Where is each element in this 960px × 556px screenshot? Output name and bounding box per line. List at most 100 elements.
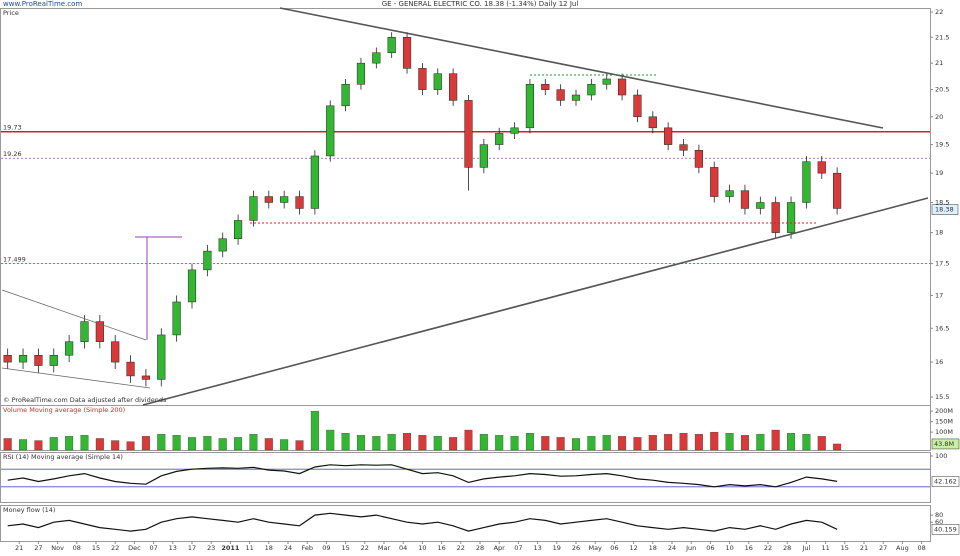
- volume-title: Volume Moving average (Simple 200): [3, 406, 125, 414]
- x-tick-label: 10: [725, 544, 733, 552]
- candle-body: [756, 202, 765, 209]
- volume-bar: [34, 440, 43, 451]
- volume-bar: [495, 435, 504, 451]
- volume-bar: [188, 437, 196, 451]
- x-tick-label: 15: [341, 544, 349, 552]
- volume-bar: [387, 434, 396, 451]
- y-tick-label: 100: [935, 452, 947, 460]
- site-label: www.ProRealTime.com: [3, 0, 82, 8]
- volume-bar: [280, 439, 289, 451]
- candle-body: [694, 150, 703, 168]
- y-tick-label: 16: [935, 358, 943, 366]
- candle-body: [587, 84, 596, 96]
- x-tick-label: Aug: [896, 544, 909, 552]
- x-tick-label: 06: [706, 544, 714, 552]
- mfi-title: Money flow (14): [3, 506, 55, 514]
- volume-bar: [49, 437, 58, 451]
- candle-body: [264, 196, 273, 203]
- y-tick-label: 19.5: [935, 141, 949, 149]
- volume-bar: [664, 434, 673, 451]
- rsi-line: [7, 464, 838, 488]
- x-tick-label: 07: [514, 544, 522, 552]
- y-tick-label: 17: [935, 291, 943, 299]
- volume-bar: [157, 434, 166, 451]
- volume-bar: [326, 429, 335, 451]
- x-tick-label: 13: [533, 544, 541, 552]
- candle-body: [326, 105, 335, 157]
- y-tick-label: 150M: [935, 418, 953, 426]
- x-tick-label: 09: [322, 544, 330, 552]
- volume-bar: [817, 436, 826, 451]
- candle-body: [3, 354, 12, 363]
- volume-bar: [80, 435, 89, 451]
- x-tick-label: 26: [572, 544, 580, 552]
- candle-body: [249, 196, 258, 221]
- candle-body: [664, 127, 673, 145]
- volume-bar: [633, 437, 642, 451]
- x-tick-label: 11: [821, 544, 829, 552]
- candle-body: [648, 116, 657, 129]
- x-tick-label: 22: [764, 544, 772, 552]
- candle-body: [65, 341, 74, 356]
- volume-bar: [710, 431, 719, 451]
- candle-body: [418, 68, 427, 90]
- volume-bar: [449, 437, 458, 451]
- candle-body: [802, 161, 811, 203]
- volume-bar: [341, 433, 350, 451]
- candle-body: [510, 127, 519, 134]
- x-tick-label: Jun: [685, 544, 696, 552]
- volume-bar: [172, 435, 181, 451]
- candle-body: [725, 190, 734, 197]
- volume-bar: [802, 434, 811, 451]
- x-tick-label: 08: [73, 544, 81, 552]
- x-tick-label: 2011: [221, 544, 240, 552]
- y-tick-label: 19: [935, 169, 943, 177]
- y-tick-label: 80: [935, 511, 943, 519]
- candle-body: [187, 269, 197, 303]
- mfi-last-label: 40.159: [934, 525, 957, 533]
- x-tick-label: 11: [245, 544, 253, 552]
- volume-bar: [249, 434, 258, 451]
- x-tick-label: 24: [668, 544, 676, 552]
- volume-bar: [464, 429, 473, 451]
- x-tick-label: 13: [169, 544, 177, 552]
- candle-body: [18, 354, 28, 363]
- volume-bar: [618, 436, 627, 451]
- trend-line: [142, 197, 929, 406]
- candle-body: [740, 190, 750, 209]
- candle-body: [402, 37, 412, 69]
- volume-bar: [572, 438, 580, 451]
- volume-bar: [771, 429, 780, 451]
- candle-body: [571, 94, 581, 101]
- candle-body: [157, 334, 166, 380]
- candle-body: [111, 341, 120, 363]
- y-tick-label: 17.5: [935, 260, 949, 268]
- volume-bar: [264, 438, 273, 451]
- volume-bar: [648, 435, 657, 451]
- volume-bar: [310, 410, 319, 451]
- x-tick-label: 24: [284, 544, 292, 552]
- x-tick-label: 19: [553, 544, 561, 552]
- volume-bar: [203, 436, 212, 451]
- volume-last-label: 43.8M: [934, 440, 954, 448]
- candle-body: [433, 73, 442, 90]
- level-label: 17.499: [3, 256, 26, 264]
- x-tick-label: 17: [188, 544, 196, 552]
- volume-bar: [833, 443, 842, 451]
- candle-body: [464, 100, 473, 168]
- mfi-panel: [0, 505, 931, 542]
- candle-body: [679, 144, 688, 151]
- x-tick-label: 27: [34, 544, 42, 552]
- rsi-last-label: 42.162: [934, 477, 957, 485]
- volume-last-box: [931, 438, 960, 450]
- candle-body: [602, 78, 611, 85]
- mfi-line: [7, 512, 838, 532]
- volume-bar: [787, 433, 796, 451]
- x-tick-label: 06: [610, 544, 618, 552]
- candle-body: [771, 202, 780, 233]
- candle-body: [80, 321, 89, 342]
- volume-bar: [3, 438, 12, 451]
- x-tick-label: 16: [437, 544, 445, 552]
- volume-bar: [403, 433, 412, 451]
